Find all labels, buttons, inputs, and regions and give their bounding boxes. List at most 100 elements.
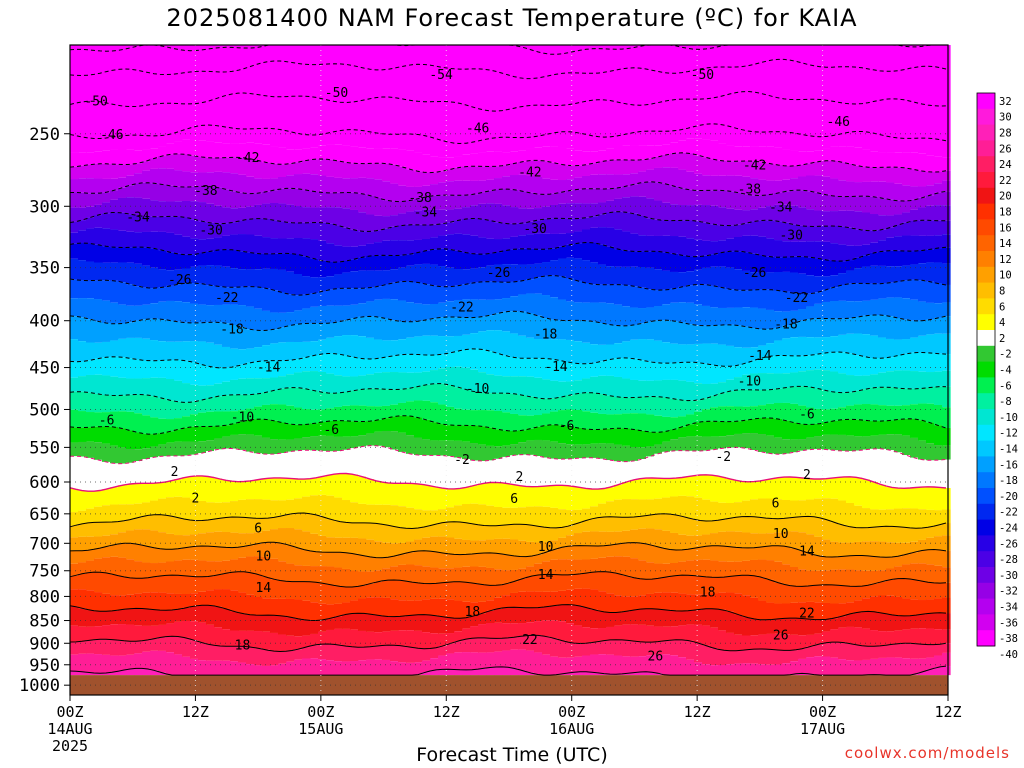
y-tick-label: 550 bbox=[29, 438, 60, 458]
colorbar-swatch bbox=[977, 393, 995, 410]
contour-label: 26 bbox=[648, 649, 664, 664]
colorbar-tick-label: -12 bbox=[999, 428, 1018, 440]
contour-label: -46 bbox=[466, 121, 489, 136]
source-credit[interactable]: coolwx.com/models bbox=[844, 744, 1010, 762]
colorbar-swatch bbox=[977, 93, 995, 110]
contour-line bbox=[69, 44, 946, 55]
contour-label: -38 bbox=[738, 183, 761, 198]
contour-label: 14 bbox=[538, 568, 554, 583]
contour-line bbox=[69, 275, 947, 296]
colorbar-swatch bbox=[977, 598, 995, 615]
colorbar-swatch bbox=[977, 108, 995, 126]
colorbar-swatch bbox=[977, 124, 995, 141]
contour-line bbox=[69, 152, 947, 174]
colorbar-tick-label: -6 bbox=[999, 380, 1012, 392]
x-tick-label: 14AUG bbox=[47, 720, 92, 738]
x-tick-label: 12Z bbox=[433, 703, 460, 721]
contour-label: -18 bbox=[774, 318, 797, 333]
colorbar-swatch bbox=[977, 519, 995, 536]
y-tick-label: 800 bbox=[29, 587, 60, 607]
colorbar-swatch bbox=[977, 219, 995, 236]
contour-label: 22 bbox=[799, 606, 815, 621]
colorbar-tick-label: 28 bbox=[999, 128, 1012, 140]
colorbar-tick-label: 24 bbox=[999, 159, 1012, 171]
contour-label: -18 bbox=[534, 327, 557, 342]
colorbar-tick-label: -24 bbox=[999, 523, 1018, 535]
y-tick-label: 950 bbox=[29, 656, 60, 676]
contour-label: -10 bbox=[466, 382, 489, 397]
x-tick-label: 00Z bbox=[307, 703, 334, 721]
contour-lines bbox=[69, 44, 947, 676]
contour-label: -22 bbox=[450, 301, 473, 316]
x-tick-label: 2025 bbox=[52, 737, 88, 755]
colorbar-tick-label: -22 bbox=[999, 507, 1018, 519]
contour-label: -22 bbox=[785, 291, 808, 306]
contour-line bbox=[69, 445, 947, 465]
y-tick-label: 700 bbox=[29, 534, 60, 554]
contour-label: -30 bbox=[523, 222, 546, 237]
contour-line bbox=[69, 383, 947, 403]
contour-line bbox=[69, 634, 947, 653]
x-tick-label: 12Z bbox=[684, 703, 711, 721]
colorbar-tick-label: -10 bbox=[999, 412, 1018, 424]
contour-label: -6 bbox=[323, 423, 339, 438]
colorbar-swatch bbox=[977, 377, 995, 394]
contour-label: 18 bbox=[465, 605, 481, 620]
contour-label: -50 bbox=[84, 95, 107, 110]
y-axis: 2503003504004505005506006507007508008509… bbox=[19, 125, 70, 696]
colorbar-tick-label: 32 bbox=[999, 96, 1012, 108]
contour-label: -2 bbox=[454, 453, 470, 468]
colorbar-tick-label: -2 bbox=[999, 349, 1012, 361]
colorbar-swatch bbox=[977, 156, 995, 173]
contour-label: -50 bbox=[325, 86, 348, 101]
y-tick-label: 900 bbox=[29, 634, 60, 654]
y-tick-label: 250 bbox=[29, 125, 60, 145]
colorbar-swatch bbox=[977, 456, 995, 473]
colorbar-swatch bbox=[977, 345, 995, 363]
colorbar-swatch bbox=[977, 440, 995, 457]
y-tick-label: 750 bbox=[29, 562, 60, 582]
temperature-field bbox=[70, 45, 951, 676]
contour-line bbox=[69, 90, 947, 112]
colorbar-tick-label: 20 bbox=[999, 191, 1012, 203]
plot-frame bbox=[69, 44, 949, 696]
contour-line bbox=[69, 571, 947, 588]
contour-line bbox=[69, 415, 947, 435]
contour-label: -50 bbox=[691, 68, 714, 83]
colorbar-tick-label: 6 bbox=[999, 301, 1005, 313]
colorbar-tick-label: -18 bbox=[999, 475, 1018, 487]
y-tick-label: 500 bbox=[29, 400, 60, 420]
contour-label: -34 bbox=[769, 200, 793, 215]
contour-label: -26 bbox=[487, 266, 510, 281]
contour-label: -42 bbox=[518, 166, 541, 181]
colorbar-swatch bbox=[977, 330, 995, 347]
colorbar-frame bbox=[976, 92, 996, 647]
contour-label: 6 bbox=[254, 522, 262, 537]
colorbar-swatch bbox=[977, 551, 995, 568]
colorbar-tick-label: 12 bbox=[999, 254, 1012, 266]
contour-line bbox=[69, 512, 947, 530]
colorbar-tick-label: -34 bbox=[999, 602, 1018, 614]
colorbar-swatch bbox=[977, 251, 995, 268]
x-axis-label: Forecast Time (UTC) bbox=[416, 744, 608, 766]
contour-label: -34 bbox=[126, 211, 150, 226]
colorbar-tick-label: -16 bbox=[999, 459, 1018, 471]
colorbar-swatch bbox=[977, 582, 995, 600]
colorbar-swatch bbox=[977, 630, 995, 647]
colorbar-swatch bbox=[977, 614, 995, 631]
contour-line bbox=[70, 181, 947, 203]
contour-label: 14 bbox=[256, 581, 272, 596]
contour-label: 6 bbox=[510, 492, 518, 507]
colorbar-tick-label: 18 bbox=[999, 207, 1012, 219]
contour-line bbox=[69, 211, 946, 232]
ground-layer bbox=[70, 675, 948, 695]
contour-line bbox=[69, 604, 947, 622]
colorbar-tick-label: -36 bbox=[999, 617, 1018, 629]
contour-label: 26 bbox=[773, 628, 789, 643]
x-tick-label: 16AUG bbox=[549, 720, 594, 738]
contour-line bbox=[69, 58, 947, 80]
y-tick-label: 350 bbox=[29, 259, 60, 279]
contour-label: -26 bbox=[168, 273, 191, 288]
